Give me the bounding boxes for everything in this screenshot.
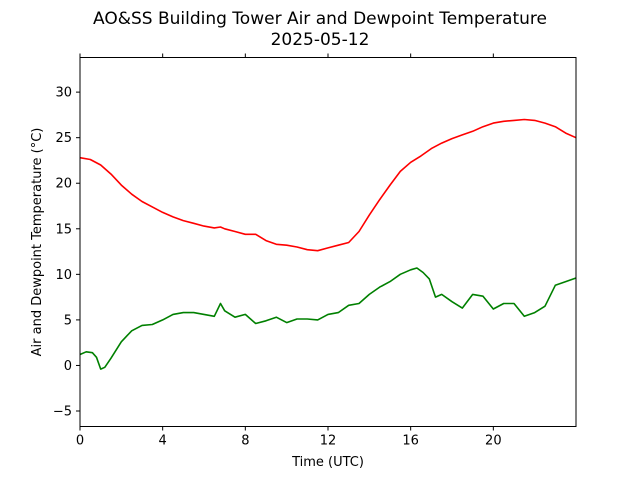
plot-frame: [79, 57, 577, 427]
y-axis-ticks: −5 0 5 10 15 20 25 30: [53, 86, 80, 420]
x-tick-label: 16: [402, 434, 419, 449]
y-tick-label: −5: [53, 405, 72, 420]
x-axis-label: Time (UTC): [291, 455, 364, 470]
chart-subtitle: 2025-05-12: [271, 30, 370, 50]
x-tick-label: 4: [159, 434, 167, 449]
x-tick-label: 0: [76, 434, 84, 449]
y-tick-label: 20: [55, 177, 72, 192]
y-axis-label: Air and Dewpoint Temperature (°C): [30, 128, 45, 357]
y-tick-label: 0: [64, 359, 72, 374]
y-tick-label: 15: [55, 222, 72, 237]
x-axis-ticks: 0 4 8 12 16 20: [76, 53, 502, 449]
plot-series: [79, 118, 577, 370]
x-tick-label: 8: [241, 434, 249, 449]
x-tick-label: 20: [485, 434, 502, 449]
x-tick-label: 12: [320, 434, 337, 449]
y-tick-label: 5: [64, 313, 72, 328]
chart-title: AO&SS Building Tower Air and Dewpoint Te…: [93, 9, 547, 29]
y-tick-label: 25: [55, 131, 72, 146]
series-line-1: [79, 118, 577, 252]
y-tick-label: 10: [55, 268, 72, 283]
y-tick-label: 30: [55, 86, 72, 101]
series-line-2: [79, 267, 577, 370]
